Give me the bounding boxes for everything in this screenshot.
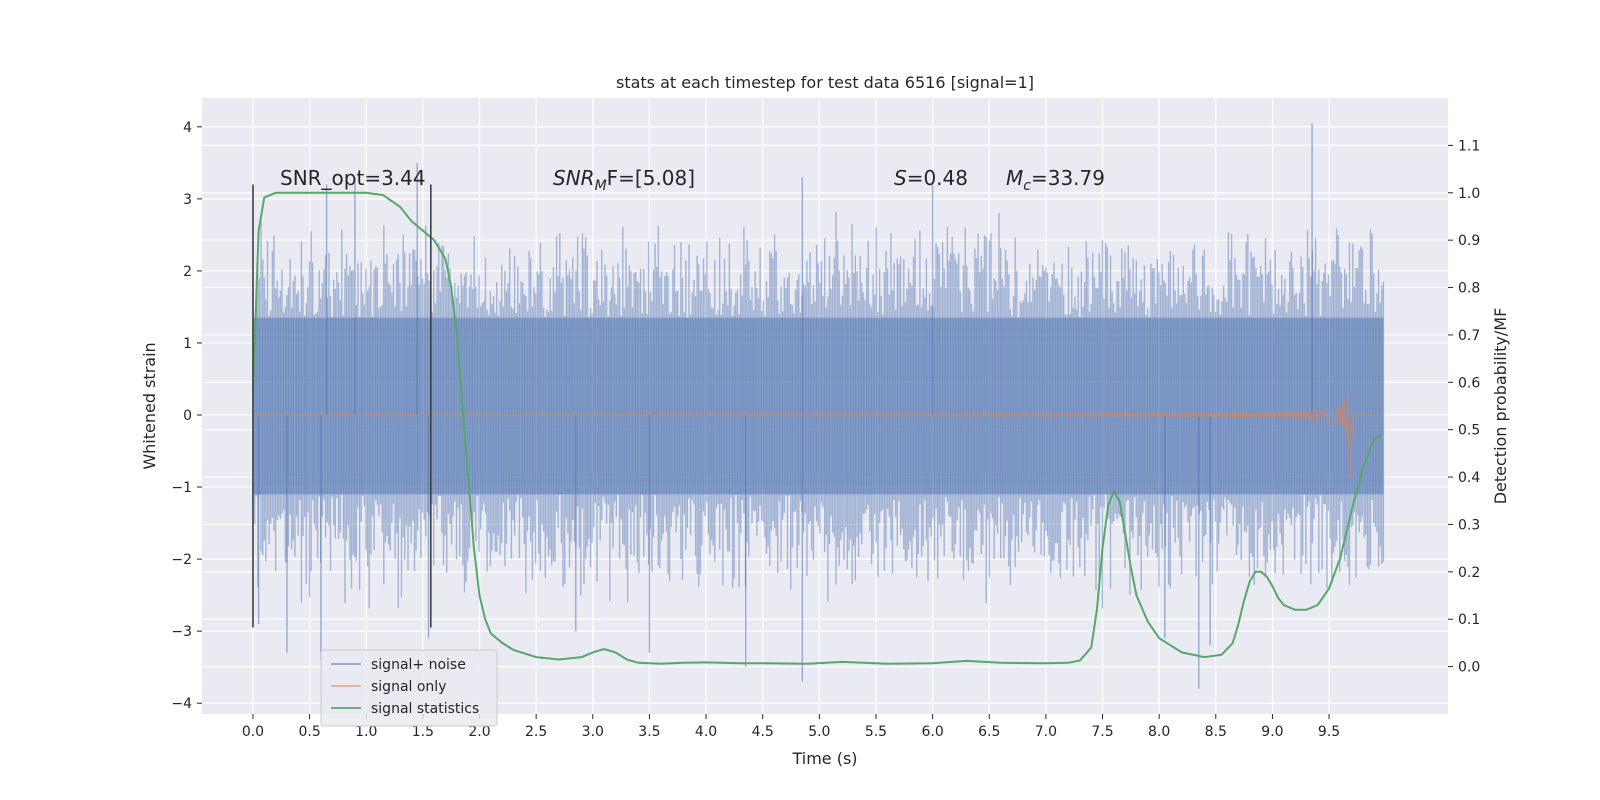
y-tick-label: 2 bbox=[183, 264, 192, 280]
x-tick-label: 2.5 bbox=[525, 724, 547, 740]
y-right-tick-label: 0.8 bbox=[1458, 281, 1480, 297]
x-tick-label: 0.5 bbox=[298, 724, 320, 740]
annotation-mc-tail: =33.79 bbox=[1031, 166, 1105, 190]
x-tick-label: 3.5 bbox=[638, 724, 660, 740]
y-right-tick-label: 0.2 bbox=[1458, 565, 1480, 581]
y-tick-label: −1 bbox=[171, 480, 192, 496]
annotation-s: S=0.48 bbox=[894, 166, 968, 190]
annotation-snr-mf-tail: F=[5.08] bbox=[607, 166, 695, 190]
signal-statistics-line bbox=[252, 191, 1383, 665]
y-right-tick-label: 0.1 bbox=[1458, 612, 1480, 628]
x-tick-label: 4.5 bbox=[752, 724, 774, 740]
legend: signal+ noise signal only signal statist… bbox=[320, 649, 498, 727]
y-right-tick-label: 0.7 bbox=[1458, 328, 1480, 344]
legend-label-signal-statistics: signal statistics bbox=[371, 701, 479, 717]
annotation-s-main: S bbox=[894, 166, 907, 190]
y-tick-label: 3 bbox=[183, 192, 192, 208]
annotation-snr-mf-sub: M bbox=[595, 178, 607, 194]
x-tick-label: 2.0 bbox=[468, 724, 490, 740]
annotation-s-tail: =0.48 bbox=[907, 166, 968, 190]
y-right-tick-label: 1.1 bbox=[1458, 138, 1480, 154]
legend-label-signal-only: signal only bbox=[371, 679, 446, 695]
x-tick-label: 6.5 bbox=[978, 724, 1000, 740]
y-tick-label: 0 bbox=[183, 408, 192, 424]
x-axis-label: Time (s) bbox=[791, 749, 857, 768]
x-tick-label: 7.5 bbox=[1091, 724, 1113, 740]
y-right-tick-label: 0.4 bbox=[1458, 470, 1480, 486]
y-tick-label: −3 bbox=[171, 624, 192, 640]
x-tick-label: 5.0 bbox=[808, 724, 830, 740]
y-axis-label: Whitened strain bbox=[140, 342, 159, 469]
vertical-markers bbox=[252, 184, 432, 628]
y-tick-label: 4 bbox=[183, 120, 192, 136]
y-axis-ticks: −4 −3 −2 −1 0 1 2 3 4 bbox=[171, 120, 202, 712]
y-tick-label: −2 bbox=[171, 552, 192, 568]
x-tick-label: 9.0 bbox=[1261, 724, 1283, 740]
annotation-mc-sub: c bbox=[1023, 178, 1031, 194]
x-tick-label: 1.0 bbox=[355, 724, 377, 740]
annotation-snr-opt: SNR_opt=3.44 bbox=[280, 166, 426, 190]
x-tick-label: 3.0 bbox=[582, 724, 604, 740]
chart-title: stats at each timestep for test data 651… bbox=[616, 73, 1034, 92]
noise-band bbox=[252, 123, 1385, 689]
y-right-tick-label: 0.3 bbox=[1458, 517, 1480, 533]
annotation-mc-main: M bbox=[1006, 166, 1023, 190]
y-right-tick-label: 0.6 bbox=[1458, 375, 1480, 391]
signal-only-line bbox=[252, 395, 1384, 477]
x-tick-label: 9.5 bbox=[1318, 724, 1340, 740]
y-tick-label: 1 bbox=[183, 336, 192, 352]
x-tick-label: 8.0 bbox=[1148, 724, 1170, 740]
noise-core bbox=[252, 317, 1384, 495]
x-tick-label: 1.5 bbox=[412, 724, 434, 740]
legend-box bbox=[320, 649, 498, 727]
annotation-snr-mf-main: SNR bbox=[553, 166, 595, 190]
x-tick-label: 8.5 bbox=[1205, 724, 1227, 740]
y-tick-label: −4 bbox=[171, 696, 192, 712]
y-right-tick-label: 1.0 bbox=[1458, 186, 1480, 202]
annotation-snr-mf: SNRMF=[5.08] bbox=[553, 166, 695, 194]
signal-statistics-series bbox=[252, 191, 1383, 665]
y-right-tick-label: 0.5 bbox=[1458, 423, 1480, 439]
y-right-tick-label: 0.0 bbox=[1458, 660, 1480, 676]
x-axis-ticks: 0.0 0.5 1.0 1.5 2.0 2.5 3.0 3.5 4.0 4.5 5.0 5.5 6.0 6… bbox=[242, 714, 1340, 740]
y-right-tick-label: 0.9 bbox=[1458, 233, 1480, 249]
y-right-axis-ticks: 0.0 0.1 0.2 0.3 0.4 0.5 0.6 0.7 0.8 0.9 1.0 1.1 bbox=[1448, 138, 1480, 676]
x-tick-label: 7.0 bbox=[1035, 724, 1057, 740]
annotation-mc: Mc=33.79 bbox=[1006, 166, 1105, 194]
x-tick-label: 4.0 bbox=[695, 724, 717, 740]
x-tick-label: 5.5 bbox=[865, 724, 887, 740]
y-right-axis-label: Detection probability/MF bbox=[1491, 308, 1510, 505]
x-tick-label: 0.0 bbox=[242, 724, 264, 740]
legend-label-signal-noise: signal+ noise bbox=[371, 657, 466, 673]
x-tick-label: 6.0 bbox=[921, 724, 943, 740]
signal-only-series bbox=[252, 395, 1384, 477]
